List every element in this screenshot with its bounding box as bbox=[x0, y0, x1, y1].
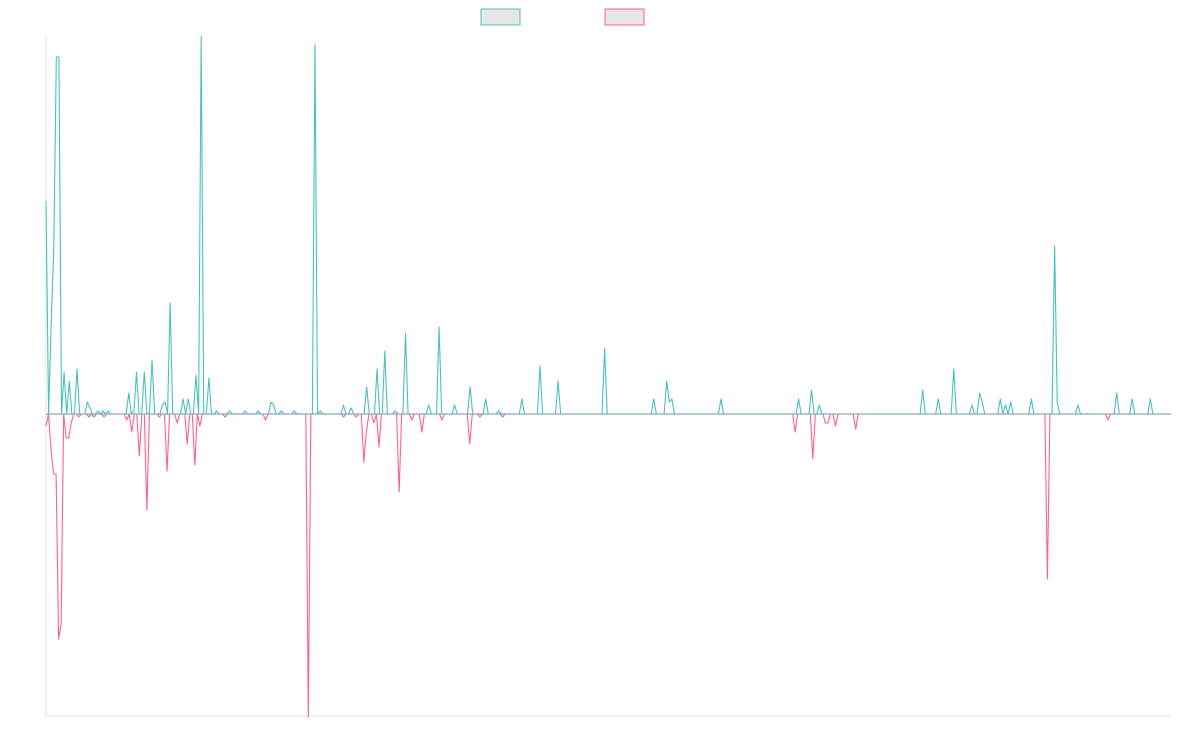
legend bbox=[480, 8, 645, 26]
series-line-2 bbox=[45, 413, 1171, 718]
series-layer bbox=[45, 35, 1171, 718]
legend-swatch-series-2[interactable] bbox=[604, 8, 645, 26]
plot-area bbox=[45, 35, 1171, 718]
legend-swatch-series-1[interactable] bbox=[480, 8, 521, 26]
series-line-1 bbox=[45, 35, 1171, 415]
